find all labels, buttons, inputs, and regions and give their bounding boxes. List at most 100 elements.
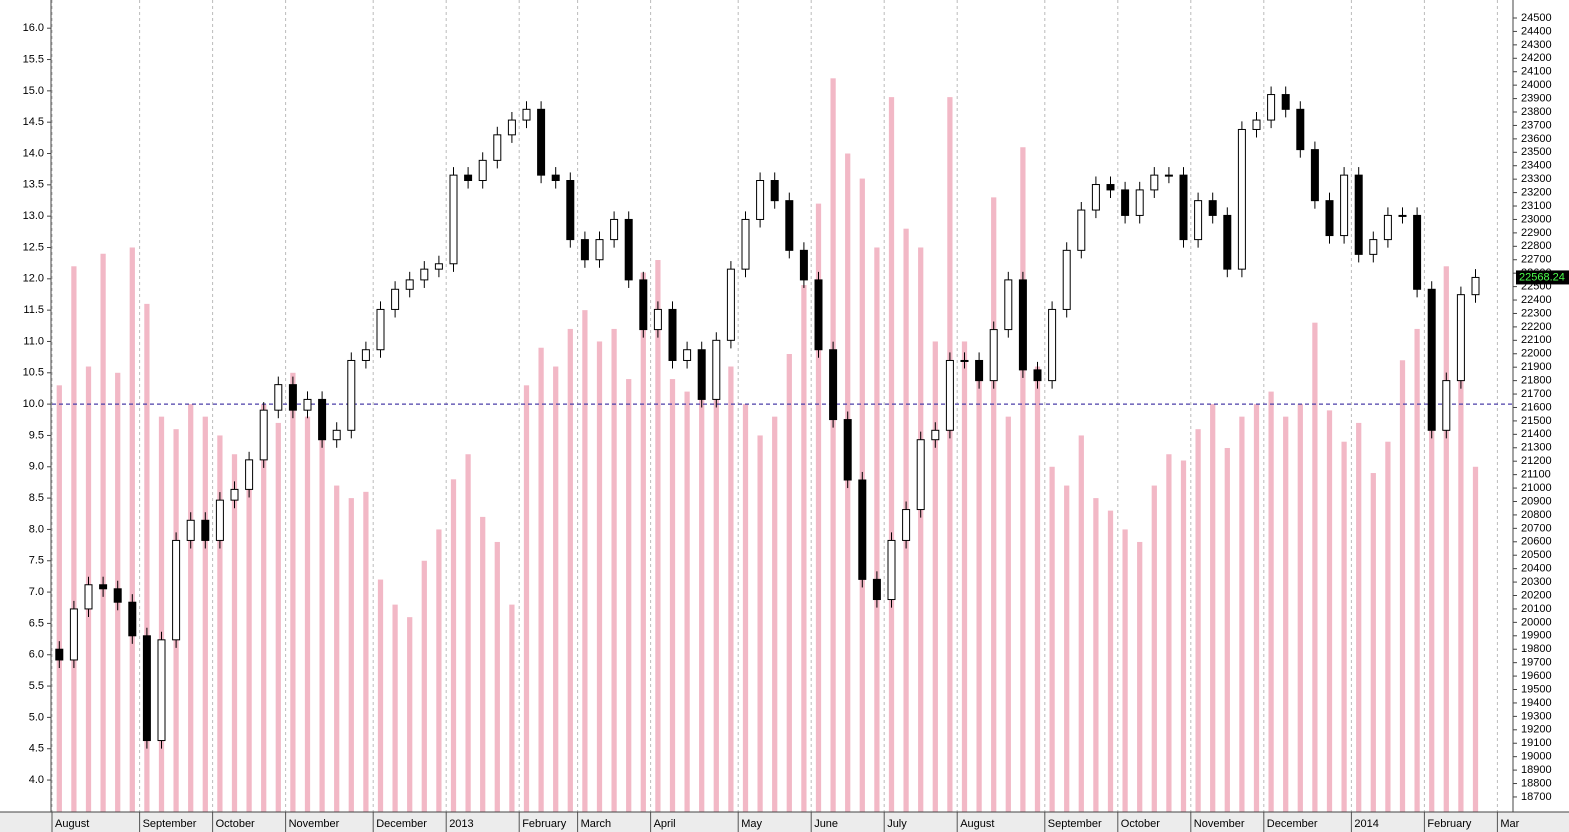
- candle-body: [449, 174, 458, 265]
- y-tick-label: 11.5: [23, 304, 44, 316]
- y2-tick-label: 24300: [1521, 39, 1552, 51]
- candle-body: [1398, 214, 1407, 217]
- y-tick-label: 8.0: [29, 523, 44, 535]
- candle-body: [55, 648, 64, 661]
- candle-body: [960, 359, 969, 362]
- y2-tick-label: 24000: [1521, 79, 1552, 91]
- bar: [334, 485, 340, 812]
- bar: [1472, 466, 1479, 812]
- candle-body: [624, 218, 633, 281]
- candle-body: [1442, 380, 1451, 431]
- candle-body: [376, 308, 385, 351]
- y2-tick-label: 20300: [1521, 576, 1552, 588]
- y-tick-label: 15.5: [23, 53, 44, 65]
- bar: [772, 416, 778, 812]
- bar: [304, 416, 311, 812]
- candle-body: [1471, 276, 1480, 296]
- y2-tick-label: 23200: [1521, 186, 1552, 198]
- y-tick-label: 10.5: [23, 367, 44, 379]
- bar: [144, 303, 150, 812]
- bar: [319, 435, 325, 812]
- bar: [1049, 466, 1055, 812]
- y-tick-label: 9.5: [29, 429, 44, 441]
- bar: [1093, 498, 1099, 812]
- candle-body: [69, 608, 78, 661]
- x-tick-label: April: [654, 818, 676, 830]
- candle-body: [522, 108, 531, 121]
- y2-tick-label: 21900: [1521, 361, 1552, 373]
- candle-body: [230, 488, 239, 501]
- candle-body: [1383, 214, 1392, 241]
- candle-body: [931, 429, 940, 441]
- x-tick-label: July: [887, 818, 907, 830]
- y2-tick-label: 19900: [1521, 630, 1552, 642]
- y2-tick-label: 22200: [1521, 321, 1552, 333]
- y2-tick-label: 23300: [1521, 173, 1552, 185]
- candle-body: [1223, 214, 1232, 270]
- x-tick-label: February: [522, 818, 567, 830]
- candle-body: [639, 279, 648, 331]
- bar: [465, 454, 471, 812]
- y2-tick-label: 19800: [1521, 643, 1552, 655]
- y2-tick-label: 22300: [1521, 307, 1552, 319]
- bar: [947, 97, 953, 812]
- candle-body: [288, 384, 297, 411]
- x-tick-label: May: [741, 818, 762, 830]
- candle-body: [434, 263, 443, 270]
- bar: [567, 328, 573, 812]
- candle-body: [551, 174, 560, 182]
- candle-body: [697, 349, 706, 400]
- candle-body: [464, 174, 473, 182]
- candle-body: [113, 588, 122, 603]
- bar: [1414, 328, 1420, 812]
- y-tick-label: 13.0: [23, 210, 44, 222]
- last-price-label: 22568.24: [1519, 271, 1565, 283]
- bar: [582, 310, 588, 812]
- candle-body: [1369, 239, 1378, 255]
- candle-body: [347, 359, 356, 431]
- bar: [961, 341, 968, 812]
- y2-tick-label: 20400: [1521, 563, 1552, 575]
- x-tick-label: February: [1427, 818, 1472, 830]
- y-tick-label: 8.5: [29, 492, 44, 504]
- y2-tick-label: 20100: [1521, 603, 1552, 615]
- y2-tick-label: 21700: [1521, 388, 1552, 400]
- candle-body: [1413, 214, 1422, 290]
- candle-body: [1164, 174, 1173, 177]
- y2-tick-label: 20700: [1521, 522, 1552, 534]
- candle-body: [1252, 119, 1261, 130]
- bar: [1356, 422, 1362, 812]
- candle-body: [420, 268, 429, 281]
- bar: [1326, 410, 1333, 812]
- bar: [421, 560, 427, 812]
- candle-body: [1048, 308, 1057, 382]
- y-tick-label: 9.0: [29, 461, 44, 473]
- candle-body: [785, 200, 794, 251]
- candle-body: [1267, 94, 1276, 121]
- bar: [1385, 441, 1391, 812]
- y-tick-label: 12.5: [23, 241, 44, 253]
- y2-tick-label: 20900: [1521, 495, 1552, 507]
- bar: [538, 347, 544, 812]
- bar: [1239, 416, 1245, 812]
- x-tick-label: November: [1194, 818, 1245, 830]
- y-tick-label: 5.0: [29, 711, 44, 723]
- bar: [611, 328, 617, 812]
- y2-tick-label: 23500: [1521, 146, 1552, 158]
- candle-body: [172, 539, 181, 641]
- y-tick-label: 14.0: [23, 147, 44, 159]
- candle-body: [303, 398, 312, 411]
- y2-tick-label: 21600: [1521, 401, 1552, 413]
- bar: [1370, 473, 1376, 812]
- bar: [377, 579, 384, 812]
- bar: [290, 372, 296, 812]
- y2-tick-label: 18700: [1521, 791, 1552, 803]
- y-tick-label: 4.0: [29, 774, 44, 786]
- bar: [523, 385, 530, 812]
- candle-body: [683, 349, 692, 361]
- candle-body: [201, 519, 210, 541]
- x-tick-label: November: [289, 818, 340, 830]
- bar: [728, 366, 734, 812]
- bar: [655, 260, 661, 812]
